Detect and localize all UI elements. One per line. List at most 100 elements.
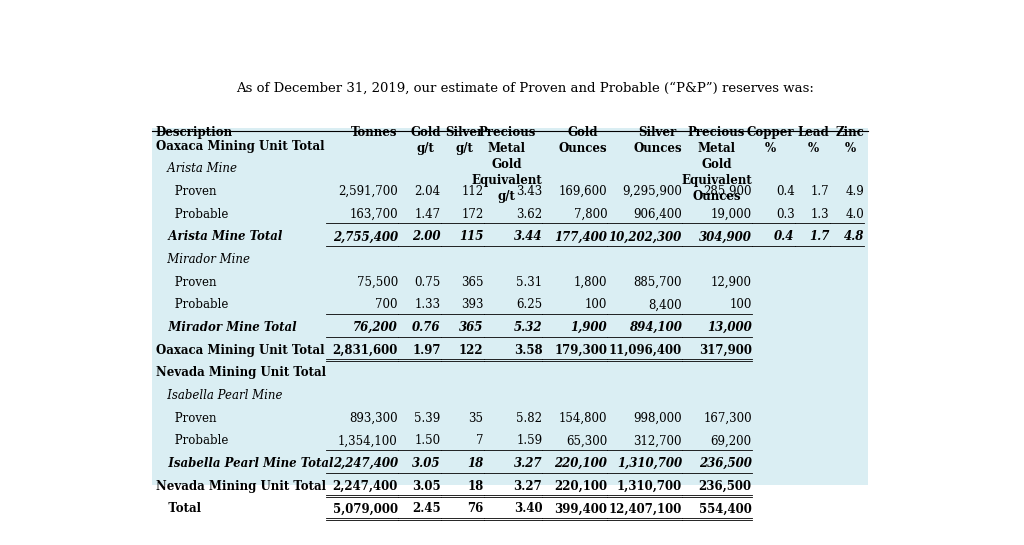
Text: 7: 7: [476, 434, 483, 447]
Text: 365: 365: [461, 276, 483, 289]
Text: Gold
Ounces: Gold Ounces: [559, 126, 607, 155]
Text: Precious
Metal
Gold
Equivalent
Ounces: Precious Metal Gold Equivalent Ounces: [681, 126, 752, 203]
Text: 1.33: 1.33: [415, 299, 440, 311]
Text: 399,400: 399,400: [554, 502, 607, 516]
Text: 179,300: 179,300: [554, 344, 607, 357]
Text: 3.44: 3.44: [514, 231, 543, 244]
Text: Gold
g/t: Gold g/t: [411, 126, 440, 155]
Text: 885,700: 885,700: [634, 276, 682, 289]
Text: Nevada Mining Unit Total: Nevada Mining Unit Total: [156, 480, 326, 493]
Text: 894,100: 894,100: [629, 321, 682, 334]
Text: 115: 115: [459, 231, 483, 244]
Text: 18: 18: [467, 457, 483, 470]
Text: Probable: Probable: [156, 208, 228, 221]
Text: 172: 172: [461, 208, 483, 221]
Text: 12,900: 12,900: [711, 276, 752, 289]
Text: 3.58: 3.58: [514, 344, 543, 357]
Text: Proven: Proven: [156, 185, 216, 198]
Text: 3.27: 3.27: [514, 457, 543, 470]
Text: 100: 100: [729, 299, 752, 311]
Text: 285,900: 285,900: [703, 185, 752, 198]
Text: 1,354,100: 1,354,100: [338, 434, 397, 447]
Text: 5.39: 5.39: [415, 411, 440, 425]
Text: 9,295,900: 9,295,900: [622, 185, 682, 198]
Text: Oaxaca Mining Unit Total: Oaxaca Mining Unit Total: [156, 344, 325, 357]
Text: 312,700: 312,700: [634, 434, 682, 447]
Text: 2.45: 2.45: [412, 502, 440, 516]
Text: 76,200: 76,200: [353, 321, 397, 334]
Text: 3.05: 3.05: [413, 457, 440, 470]
Text: 393: 393: [461, 299, 483, 311]
Text: 0.75: 0.75: [415, 276, 440, 289]
Text: 5.32: 5.32: [514, 321, 543, 334]
Text: 75,500: 75,500: [356, 276, 397, 289]
Text: 2,831,600: 2,831,600: [333, 344, 397, 357]
Text: Total: Total: [156, 502, 201, 516]
Text: 1,900: 1,900: [570, 321, 607, 334]
Text: 906,400: 906,400: [633, 208, 682, 221]
Text: 169,600: 169,600: [559, 185, 607, 198]
Text: 3.05: 3.05: [412, 480, 440, 493]
Text: 365: 365: [459, 321, 483, 334]
Text: 0.76: 0.76: [413, 321, 440, 334]
Text: Precious
Metal
Gold
Equivalent
g/t: Precious Metal Gold Equivalent g/t: [471, 126, 543, 203]
Text: 65,300: 65,300: [566, 434, 607, 447]
Text: Silver
g/t: Silver g/t: [445, 126, 483, 155]
Text: Probable: Probable: [156, 434, 228, 447]
Text: 8,400: 8,400: [648, 299, 682, 311]
Text: 112: 112: [462, 185, 483, 198]
Text: 122: 122: [459, 344, 483, 357]
Text: 0.3: 0.3: [776, 208, 795, 221]
Text: 35: 35: [469, 411, 483, 425]
Text: 2,247,400: 2,247,400: [333, 480, 397, 493]
Text: 1.47: 1.47: [415, 208, 440, 221]
Text: 998,000: 998,000: [633, 411, 682, 425]
Text: Silver
Ounces: Silver Ounces: [633, 126, 682, 155]
Text: Arista Mine: Arista Mine: [156, 162, 237, 175]
Text: 2.04: 2.04: [415, 185, 440, 198]
Text: 18: 18: [467, 480, 483, 493]
Text: 177,400: 177,400: [554, 231, 607, 244]
Text: 893,300: 893,300: [349, 411, 397, 425]
Text: 163,700: 163,700: [349, 208, 397, 221]
Text: 0.4: 0.4: [776, 185, 795, 198]
Text: Isabella Pearl Mine: Isabella Pearl Mine: [156, 389, 283, 402]
Text: 19,000: 19,000: [711, 208, 752, 221]
Text: 236,500: 236,500: [699, 457, 752, 470]
Text: Copper
%: Copper %: [746, 126, 795, 155]
Text: 3.43: 3.43: [516, 185, 543, 198]
Text: 2,247,400: 2,247,400: [333, 457, 397, 470]
Text: 1.97: 1.97: [413, 344, 440, 357]
Text: 167,300: 167,300: [703, 411, 752, 425]
Text: 12,407,100: 12,407,100: [608, 502, 682, 516]
Text: 154,800: 154,800: [559, 411, 607, 425]
Text: Lead
%: Lead %: [798, 126, 829, 155]
Text: 1,800: 1,800: [573, 276, 607, 289]
Text: 4.9: 4.9: [846, 185, 864, 198]
Text: 1,310,700: 1,310,700: [616, 480, 682, 493]
Text: Mirador Mine Total: Mirador Mine Total: [156, 321, 296, 334]
Text: 1.3: 1.3: [811, 208, 829, 221]
Text: Description: Description: [156, 126, 232, 140]
Text: 5.82: 5.82: [516, 411, 543, 425]
Text: 700: 700: [376, 299, 397, 311]
Text: 3.62: 3.62: [516, 208, 543, 221]
Text: Tonnes: Tonnes: [351, 126, 397, 140]
Text: 13,000: 13,000: [707, 321, 752, 334]
Text: Arista Mine Total: Arista Mine Total: [156, 231, 283, 244]
Text: 2,755,400: 2,755,400: [333, 231, 397, 244]
Text: Proven: Proven: [156, 276, 216, 289]
Text: 3.40: 3.40: [514, 502, 543, 516]
Text: 10,202,300: 10,202,300: [608, 231, 682, 244]
Text: Isabella Pearl Mine Total: Isabella Pearl Mine Total: [156, 457, 333, 470]
Text: 6.25: 6.25: [516, 299, 543, 311]
Text: 5.31: 5.31: [516, 276, 543, 289]
Text: Nevada Mining Unit Total: Nevada Mining Unit Total: [156, 366, 326, 379]
Text: 76: 76: [467, 502, 483, 516]
Text: Oaxaca Mining Unit Total: Oaxaca Mining Unit Total: [156, 140, 325, 153]
Text: 5,079,000: 5,079,000: [333, 502, 397, 516]
Text: 3.27: 3.27: [513, 480, 543, 493]
Text: Probable: Probable: [156, 299, 228, 311]
Text: 4.8: 4.8: [844, 231, 864, 244]
Text: 2.00: 2.00: [413, 231, 440, 244]
